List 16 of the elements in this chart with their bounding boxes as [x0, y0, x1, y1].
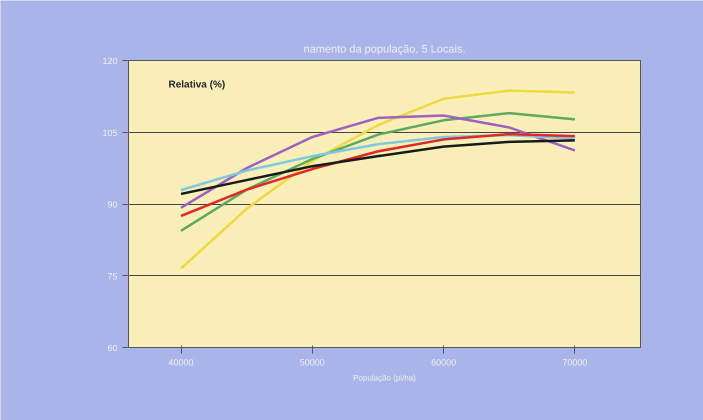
chart-title: namento da população, 5 Locais.: [303, 44, 466, 56]
line-series: [180, 132, 576, 218]
y-tick-label: 120: [102, 56, 118, 66]
x-tick-label: 40000: [168, 358, 194, 368]
x-tick-label: 70000: [562, 358, 588, 368]
line-series: [180, 114, 576, 210]
line-series: [180, 139, 576, 196]
y-tick-label: 60: [107, 343, 118, 353]
line-series: [180, 89, 576, 270]
x-tick-label: 60000: [431, 358, 456, 368]
x-tick-label: 50000: [300, 358, 325, 368]
x-axis-title: População (pl/ha): [353, 374, 416, 382]
y-axis-title: Relativa (%): [168, 80, 226, 90]
y-tick-label: 75: [107, 271, 118, 282]
y-tick-label: 105: [102, 128, 118, 138]
y-tick-label: 90: [107, 200, 118, 210]
